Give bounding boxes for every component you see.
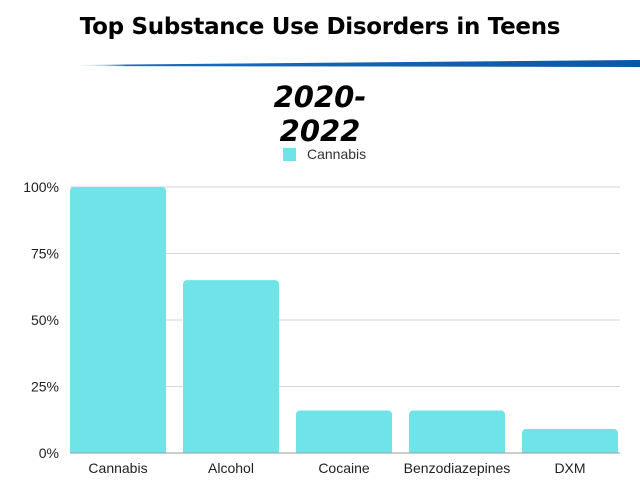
bars <box>68 187 622 459</box>
legend-swatch <box>283 148 296 161</box>
chart-subtitle: 2020-2022 <box>273 80 367 148</box>
x-tick-label: Cannabis <box>88 460 147 476</box>
x-tick-label: Alcohol <box>208 460 254 476</box>
chart-title: Top Substance Use Disorders in Teens <box>79 14 561 40</box>
y-tick-label: 50% <box>31 312 59 328</box>
y-tick-label: 100% <box>23 179 59 195</box>
y-tick-label: 0% <box>39 445 59 461</box>
bar-dxm <box>522 429 618 457</box>
axis-labels: 0% 25% 50% 75% 100% Cannabis Alcohol Cocaine Ben… <box>23 179 585 476</box>
x-tick-label: Benzodiazepines <box>404 460 511 476</box>
x-tick-label: Cocaine <box>318 460 370 476</box>
y-tick-label: 25% <box>31 379 59 395</box>
legend: Cannabis <box>283 146 366 162</box>
bar-alcohol <box>183 280 279 457</box>
bar-cocaine <box>296 410 392 457</box>
baseline-mask <box>68 453 622 459</box>
bar-benzodiazepines <box>409 410 505 457</box>
legend-label: Cannabis <box>307 146 366 162</box>
y-tick-label: 75% <box>31 246 59 262</box>
header-accent-stripe <box>70 60 640 67</box>
bar-cannabis <box>70 187 166 457</box>
x-tick-label: DXM <box>554 460 585 476</box>
